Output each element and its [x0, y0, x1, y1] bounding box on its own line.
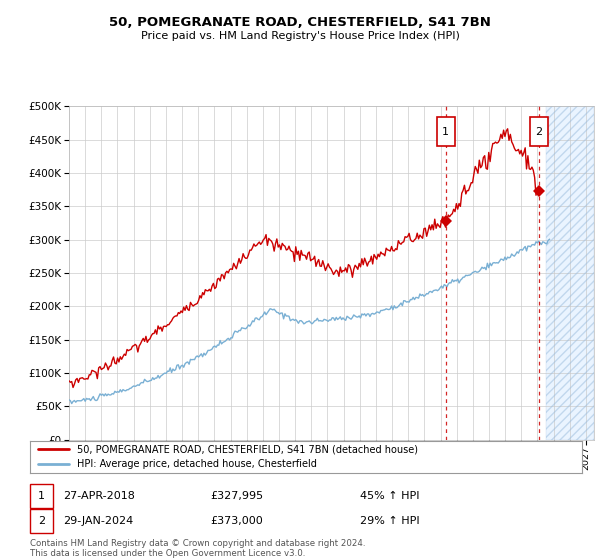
Text: HPI: Average price, detached house, Chesterfield: HPI: Average price, detached house, Ches…	[77, 459, 317, 469]
Text: 2: 2	[535, 127, 542, 137]
Text: £327,995: £327,995	[210, 491, 263, 501]
Text: 45% ↑ HPI: 45% ↑ HPI	[360, 491, 419, 501]
Bar	[545, 106, 594, 440]
Bar	[530, 117, 548, 146]
Text: 2: 2	[38, 516, 45, 526]
Bar	[437, 117, 455, 146]
Text: 1: 1	[442, 127, 449, 137]
Bar	[545, 106, 594, 440]
Text: 27-APR-2018: 27-APR-2018	[63, 491, 135, 501]
Text: 29% ↑ HPI: 29% ↑ HPI	[360, 516, 419, 526]
Text: Price paid vs. HM Land Registry's House Price Index (HPI): Price paid vs. HM Land Registry's House …	[140, 31, 460, 41]
Text: Contains HM Land Registry data © Crown copyright and database right 2024.
This d: Contains HM Land Registry data © Crown c…	[30, 539, 365, 558]
Text: 50, POMEGRANATE ROAD, CHESTERFIELD, S41 7BN (detached house): 50, POMEGRANATE ROAD, CHESTERFIELD, S41 …	[77, 445, 418, 455]
Text: 1: 1	[38, 491, 45, 501]
Text: £373,000: £373,000	[210, 516, 263, 526]
Text: 50, POMEGRANATE ROAD, CHESTERFIELD, S41 7BN: 50, POMEGRANATE ROAD, CHESTERFIELD, S41 …	[109, 16, 491, 29]
Text: 29-JAN-2024: 29-JAN-2024	[63, 516, 133, 526]
